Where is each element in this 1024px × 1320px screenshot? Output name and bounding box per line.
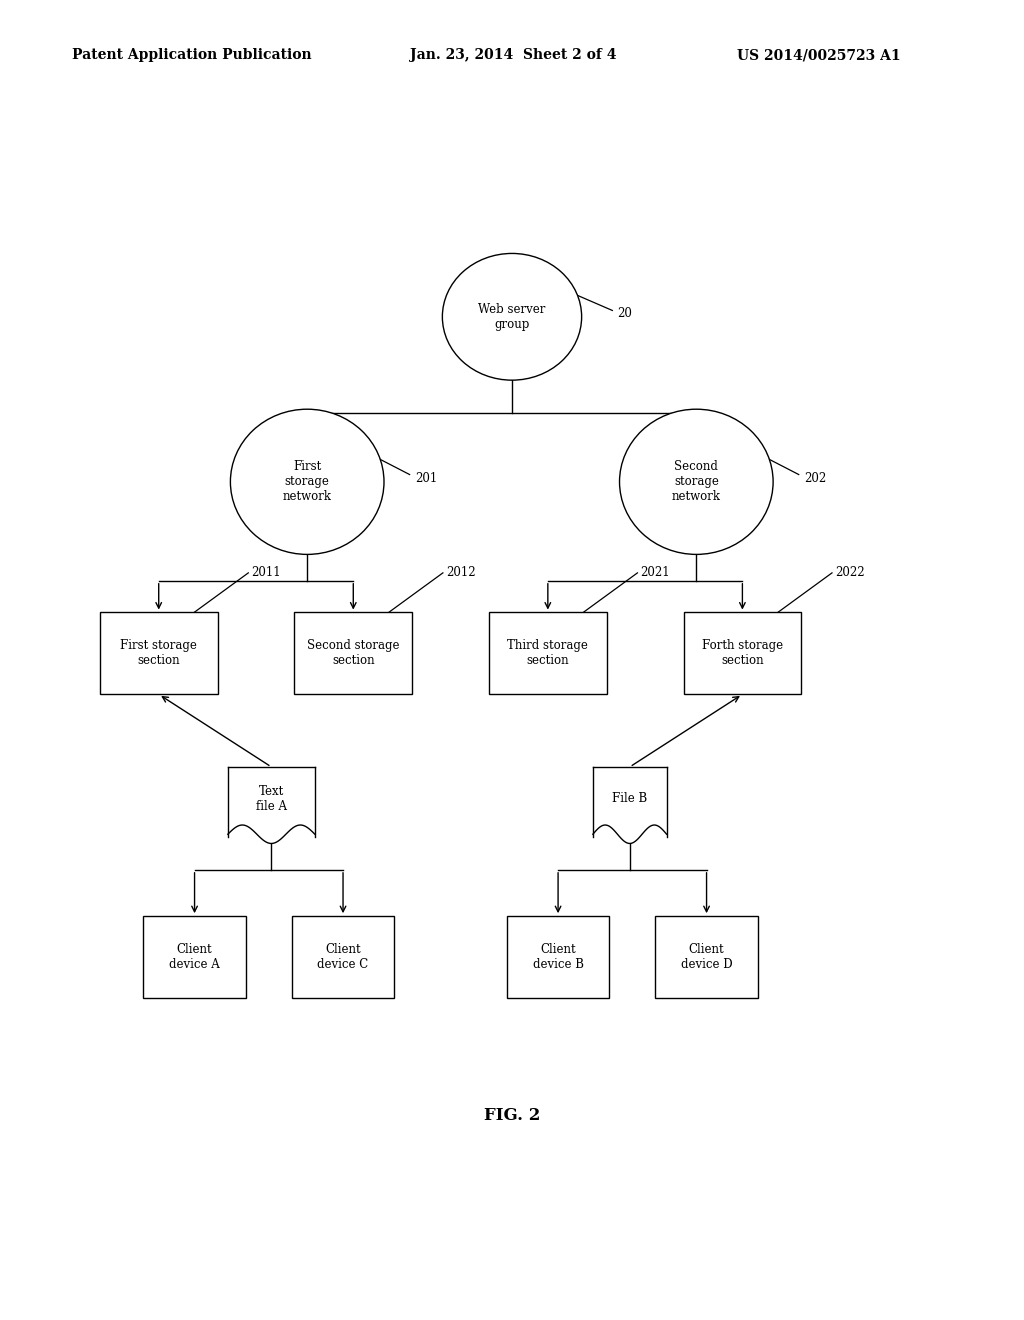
Bar — [507, 916, 609, 998]
Text: 20: 20 — [617, 308, 633, 321]
Bar — [292, 916, 394, 998]
Bar — [295, 612, 412, 694]
Text: Third storage
section: Third storage section — [508, 639, 588, 668]
Text: 2011: 2011 — [252, 566, 281, 579]
Ellipse shape — [620, 409, 773, 554]
Ellipse shape — [230, 409, 384, 554]
Bar — [684, 612, 801, 694]
Bar — [100, 612, 218, 694]
Text: Client
device D: Client device D — [681, 942, 732, 972]
Text: Web server
group: Web server group — [478, 302, 546, 331]
Text: 2012: 2012 — [446, 566, 475, 579]
Text: Text
file A: Text file A — [256, 784, 287, 813]
Text: 201: 201 — [415, 471, 437, 484]
Bar — [489, 612, 606, 694]
Text: FIG. 2: FIG. 2 — [483, 1107, 541, 1123]
Text: File B: File B — [612, 792, 647, 805]
Text: 2022: 2022 — [836, 566, 864, 579]
Text: First storage
section: First storage section — [120, 639, 198, 668]
Bar — [655, 916, 758, 998]
Bar — [143, 916, 246, 998]
Text: Client
device A: Client device A — [169, 942, 220, 972]
Text: Client
device B: Client device B — [532, 942, 584, 972]
Text: First
storage
network: First storage network — [283, 461, 332, 503]
Text: Jan. 23, 2014  Sheet 2 of 4: Jan. 23, 2014 Sheet 2 of 4 — [410, 49, 616, 62]
Text: Forth storage
section: Forth storage section — [701, 639, 783, 668]
Text: 202: 202 — [804, 471, 826, 484]
Ellipse shape — [442, 253, 582, 380]
Text: Second
storage
network: Second storage network — [672, 461, 721, 503]
Bar — [227, 767, 315, 843]
Bar — [593, 767, 667, 843]
Text: Patent Application Publication: Patent Application Publication — [72, 49, 311, 62]
Text: Client
device C: Client device C — [317, 942, 369, 972]
Text: US 2014/0025723 A1: US 2014/0025723 A1 — [737, 49, 901, 62]
Text: Second storage
section: Second storage section — [307, 639, 399, 668]
Text: 2021: 2021 — [641, 566, 670, 579]
